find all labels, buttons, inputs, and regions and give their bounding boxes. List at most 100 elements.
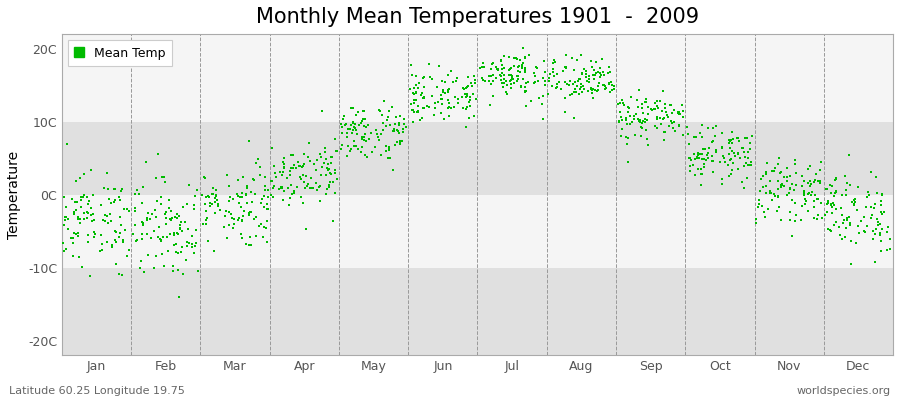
- Point: [290, 184, 304, 190]
- Point: [379, 142, 393, 149]
- Point: [590, 82, 605, 89]
- Point: [300, 183, 314, 190]
- Point: [414, 92, 428, 98]
- Point: [435, 78, 449, 84]
- Point: [134, 258, 148, 264]
- Point: [156, 234, 170, 240]
- Point: [167, 214, 182, 220]
- Bar: [62, 122, 893, 195]
- Point: [299, 173, 313, 180]
- Point: [315, 108, 329, 114]
- Point: [267, 170, 282, 176]
- Point: [459, 94, 473, 100]
- Point: [104, 244, 119, 250]
- Point: [623, 121, 637, 127]
- Point: [354, 120, 368, 126]
- Point: [563, 78, 578, 84]
- Point: [772, 203, 787, 210]
- Point: [794, 216, 808, 223]
- Point: [568, 89, 582, 95]
- Point: [724, 156, 739, 162]
- Point: [69, 231, 84, 237]
- Point: [69, 207, 84, 213]
- Point: [264, 178, 278, 184]
- Point: [731, 134, 745, 141]
- Point: [382, 108, 397, 114]
- Point: [499, 78, 513, 84]
- Point: [584, 85, 598, 91]
- Point: [693, 151, 707, 157]
- Point: [821, 198, 835, 204]
- Point: [202, 200, 217, 206]
- Point: [182, 182, 196, 188]
- Point: [407, 84, 421, 91]
- Point: [484, 73, 499, 79]
- Point: [450, 75, 464, 81]
- Point: [762, 188, 777, 195]
- Point: [417, 105, 431, 111]
- Point: [238, 192, 253, 198]
- Point: [522, 52, 536, 58]
- Point: [573, 80, 588, 87]
- Point: [334, 146, 348, 152]
- Point: [176, 204, 191, 210]
- Point: [668, 128, 682, 134]
- Point: [493, 72, 508, 78]
- Point: [465, 91, 480, 98]
- Point: [770, 194, 785, 200]
- Point: [731, 150, 745, 157]
- Point: [503, 78, 517, 84]
- Point: [169, 241, 184, 247]
- Point: [618, 134, 633, 140]
- Point: [504, 84, 518, 91]
- Point: [346, 124, 361, 130]
- Point: [409, 88, 423, 95]
- Point: [362, 136, 376, 142]
- Point: [564, 55, 579, 62]
- Point: [482, 78, 496, 84]
- Point: [433, 110, 447, 116]
- Point: [407, 109, 421, 116]
- Point: [299, 173, 313, 180]
- Point: [758, 214, 772, 220]
- Point: [782, 190, 796, 196]
- Point: [868, 226, 883, 232]
- Point: [715, 176, 729, 182]
- Point: [653, 98, 668, 104]
- Point: [847, 201, 861, 207]
- Point: [386, 127, 400, 134]
- Point: [266, 183, 281, 189]
- Point: [674, 102, 688, 108]
- Point: [683, 168, 698, 174]
- Point: [76, 191, 91, 198]
- Point: [254, 200, 268, 206]
- Point: [58, 248, 72, 254]
- Point: [536, 116, 550, 122]
- Point: [313, 182, 328, 189]
- Point: [341, 126, 356, 132]
- Point: [178, 218, 193, 225]
- Point: [639, 96, 653, 102]
- Point: [759, 171, 773, 177]
- Point: [810, 196, 824, 202]
- Point: [283, 168, 297, 174]
- Point: [513, 57, 527, 64]
- Point: [463, 102, 477, 109]
- Point: [326, 179, 340, 186]
- Point: [112, 197, 127, 204]
- Point: [683, 155, 698, 161]
- Point: [314, 154, 328, 160]
- Point: [57, 194, 71, 200]
- Point: [520, 78, 535, 85]
- Point: [130, 237, 144, 243]
- Point: [871, 218, 886, 225]
- Point: [227, 216, 241, 222]
- Point: [451, 100, 465, 106]
- Point: [494, 80, 508, 86]
- Point: [767, 167, 781, 174]
- Point: [211, 202, 225, 209]
- Point: [765, 168, 779, 174]
- Point: [690, 166, 705, 172]
- Point: [104, 200, 119, 206]
- Point: [404, 61, 419, 68]
